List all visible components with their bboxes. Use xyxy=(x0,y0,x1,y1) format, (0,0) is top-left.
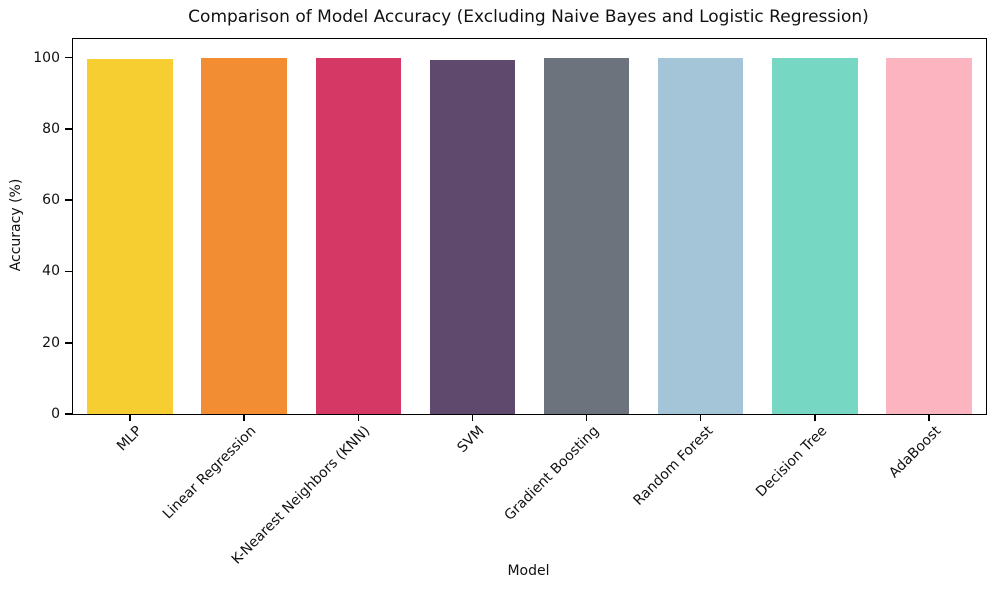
plot-area: 0 20 40 60 80 100 MLP Linear Regression K-Neare… xyxy=(33,38,987,568)
y-tick-label: 20 xyxy=(42,334,60,351)
x-tick-label: Linear Regression xyxy=(160,423,260,523)
y-tick-label: 40 xyxy=(42,263,60,280)
y-tick-mark xyxy=(65,270,72,273)
x-tick-mark xyxy=(357,414,360,421)
x-tick-mark xyxy=(243,414,245,421)
x-tick-mark xyxy=(585,414,588,421)
x-tick-mark xyxy=(814,414,816,421)
y-tick-label: 60 xyxy=(42,192,60,209)
bar-slot xyxy=(872,39,986,414)
bar-adaboost xyxy=(886,57,972,414)
y-tick-label: 80 xyxy=(42,120,60,137)
y-tick-mark xyxy=(65,341,72,344)
x-tick-mark xyxy=(129,414,131,421)
x-tick-mark xyxy=(928,414,930,421)
y-tick-mark xyxy=(65,56,72,59)
x-tick-label: AdaBoost xyxy=(886,423,945,482)
bar-k-nearest-neighbors-knn xyxy=(315,57,402,414)
bar-slot xyxy=(758,39,872,414)
y-tick-label: 0 xyxy=(51,406,60,422)
bar-slot xyxy=(644,39,758,414)
y-axis-label: Accuracy (%) xyxy=(8,178,24,272)
bar-linear-regression xyxy=(201,57,287,414)
bar-decision-tree xyxy=(772,57,858,414)
x-tick-label: Gradient Boosting xyxy=(501,423,602,524)
x-tick-mark xyxy=(699,414,702,421)
bar-slot xyxy=(530,39,644,414)
bars-container xyxy=(73,39,986,414)
x-tick-label: K-Nearest Neighbors (KNN) xyxy=(229,423,374,568)
bar-gradient-boosting xyxy=(543,57,630,414)
chart-title: Comparison of Model Accuracy (Excluding … xyxy=(188,7,869,27)
bar-slot xyxy=(301,39,415,414)
y-tick-label: 100 xyxy=(33,49,60,66)
bar-slot xyxy=(73,39,187,414)
bar-slot xyxy=(415,39,529,414)
y-tick-mark xyxy=(65,199,72,201)
y-tick-mark xyxy=(65,413,72,415)
x-tick-label: Random Forest xyxy=(630,423,717,509)
x-axis-label: Model xyxy=(507,563,550,579)
x-tick-label: SVM xyxy=(454,423,488,456)
bar-slot xyxy=(187,39,301,414)
x-tick-mark xyxy=(471,414,474,421)
x-tick-label: MLP xyxy=(114,423,146,455)
bar-mlp xyxy=(87,59,173,414)
bar-svm xyxy=(429,60,516,414)
x-tick-label: Decision Tree xyxy=(752,423,831,501)
y-tick-mark xyxy=(65,128,72,130)
bar-random-forest xyxy=(657,57,744,414)
